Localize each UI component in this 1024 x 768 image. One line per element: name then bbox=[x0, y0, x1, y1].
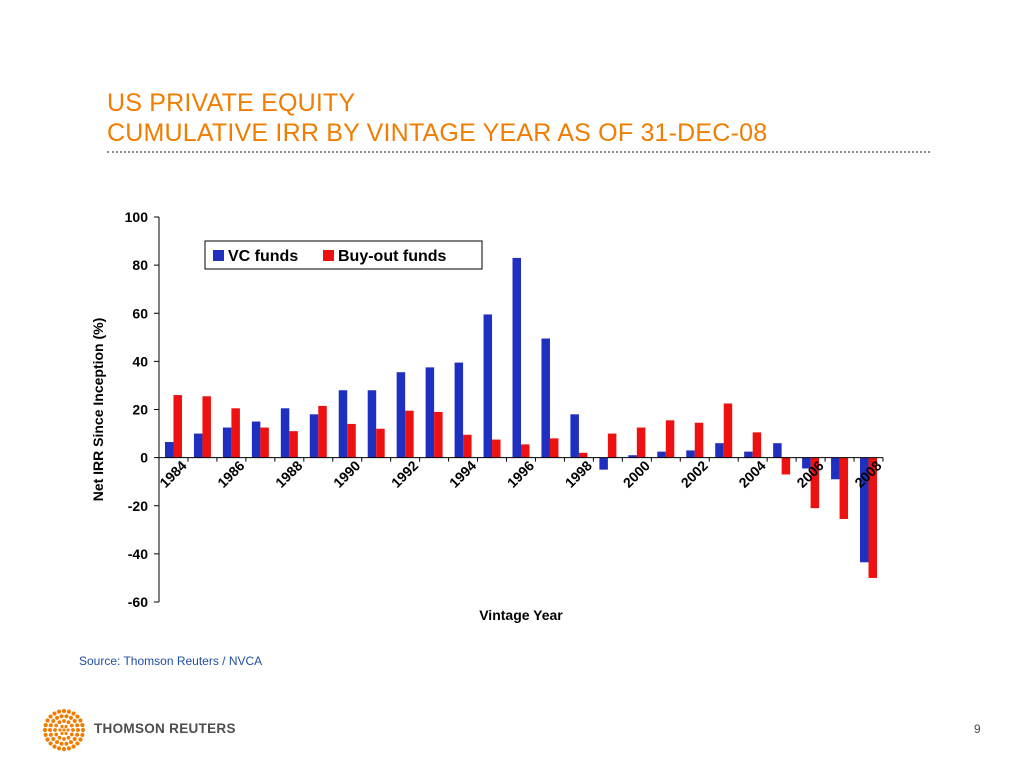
vc-funds-bar bbox=[512, 257, 521, 458]
vc-funds-bar bbox=[686, 450, 695, 458]
buyout-funds-bar bbox=[694, 422, 704, 458]
slide-title-line1: US PRIVATE EQUITY bbox=[107, 89, 356, 117]
vc-funds-bar bbox=[570, 414, 579, 458]
buyout-funds-bar bbox=[260, 427, 269, 458]
vc-funds-bar bbox=[396, 372, 406, 458]
vc-funds-bar bbox=[367, 390, 377, 458]
vc-funds-bar bbox=[715, 443, 724, 458]
buyout-funds-bar bbox=[665, 420, 675, 458]
vc-funds-bar bbox=[425, 367, 435, 458]
buyout-funds-bar bbox=[549, 438, 559, 458]
vc-funds-bar bbox=[657, 451, 666, 458]
buyout-funds-bar bbox=[868, 457, 878, 578]
buyout-funds-bar bbox=[492, 439, 501, 458]
buyout-funds-bar bbox=[463, 434, 472, 458]
slide-title-line2: CUMULATIVE IRR BY VINTAGE YEAR AS OF 31-… bbox=[107, 119, 768, 147]
page-number: 9 bbox=[974, 722, 981, 736]
x-tick-label: 1986 bbox=[214, 457, 247, 490]
buyout-funds-bar bbox=[723, 403, 733, 458]
buyout-funds-bar bbox=[752, 432, 762, 458]
vc-funds-bar bbox=[773, 443, 782, 458]
thomson-reuters-logo-icon bbox=[42, 708, 86, 752]
buyout-funds-bar bbox=[607, 433, 617, 458]
buyout-funds-bar bbox=[810, 457, 820, 509]
x-tick-label: 1994 bbox=[446, 457, 479, 490]
title-divider bbox=[107, 151, 930, 153]
y-tick-label: -40 bbox=[128, 546, 148, 562]
vc-funds-bar bbox=[280, 408, 290, 458]
vc-funds-bar bbox=[164, 441, 174, 458]
buyout-funds-bar bbox=[405, 410, 414, 458]
x-tick-label: 1984 bbox=[156, 457, 189, 490]
buyout-funds-bar bbox=[173, 395, 182, 458]
source-note: Source: Thomson Reuters / NVCA bbox=[79, 654, 263, 668]
x-tick-label: 1992 bbox=[388, 457, 421, 490]
y-tick-label: -60 bbox=[128, 594, 148, 610]
buyout-funds-bar bbox=[781, 457, 791, 475]
y-tick-label: -20 bbox=[128, 498, 148, 514]
y-tick-label: 80 bbox=[132, 257, 148, 273]
x-tick-label: 1998 bbox=[562, 457, 595, 490]
buyout-funds-bar bbox=[839, 457, 849, 519]
buyout-funds-bar bbox=[578, 452, 588, 458]
buyout-funds-bar bbox=[202, 396, 211, 458]
legend-vc-label: VC funds bbox=[228, 248, 298, 265]
buyout-funds-bar bbox=[318, 405, 327, 458]
vc-funds-bar bbox=[744, 451, 753, 458]
slide-title: US PRIVATE EQUITY CUMULATIVE IRR BY VINT… bbox=[107, 88, 767, 148]
vc-funds-bar bbox=[222, 427, 232, 458]
vc-funds-bar bbox=[483, 314, 493, 458]
vc-funds-bar bbox=[251, 421, 261, 458]
buyout-funds-bar bbox=[521, 444, 530, 458]
legend-box bbox=[204, 240, 483, 270]
vc-funds-bar bbox=[860, 457, 869, 563]
vc-funds-bar bbox=[454, 362, 464, 458]
vc-funds-bar bbox=[628, 455, 637, 458]
x-tick-label: 2000 bbox=[620, 457, 653, 490]
vc-funds-bar bbox=[338, 390, 348, 458]
y-tick-label: 40 bbox=[132, 353, 148, 369]
buyout-funds-bar bbox=[376, 428, 385, 458]
x-tick-label: 2004 bbox=[735, 457, 768, 490]
y-tick-label: 100 bbox=[125, 209, 149, 225]
vc-funds-bar bbox=[193, 433, 203, 458]
y-tick-label: 20 bbox=[132, 402, 148, 418]
legend-buyout-swatch bbox=[323, 250, 334, 261]
vc-funds-bar bbox=[309, 414, 319, 458]
buyout-funds-bar bbox=[289, 431, 298, 458]
x-tick-label: 1996 bbox=[504, 457, 537, 490]
y-tick-label: 60 bbox=[132, 305, 148, 321]
legend-buyout-label: Buy-out funds bbox=[338, 248, 447, 265]
y-tick-label: 0 bbox=[140, 450, 148, 466]
x-tick-label: 1990 bbox=[330, 457, 363, 490]
legend-vc-swatch bbox=[213, 250, 224, 261]
buyout-funds-bar bbox=[347, 423, 356, 458]
logo-wordmark: THOMSON REUTERS bbox=[94, 721, 236, 736]
buyout-funds-bar bbox=[231, 408, 240, 458]
buyout-funds-bar bbox=[434, 411, 443, 458]
vc-funds-bar bbox=[599, 457, 608, 470]
x-tick-label: 1988 bbox=[272, 457, 305, 490]
vc-funds-bar bbox=[831, 457, 840, 480]
y-axis-title: Net IRR Since Inception (%) bbox=[90, 318, 106, 502]
x-axis-title: Vintage Year bbox=[479, 607, 563, 623]
buyout-funds-bar bbox=[636, 427, 646, 458]
x-tick-label: 2006 bbox=[793, 457, 826, 490]
vc-funds-bar bbox=[802, 457, 811, 469]
vc-funds-bar bbox=[541, 338, 550, 458]
x-tick-label: 2002 bbox=[678, 457, 711, 490]
